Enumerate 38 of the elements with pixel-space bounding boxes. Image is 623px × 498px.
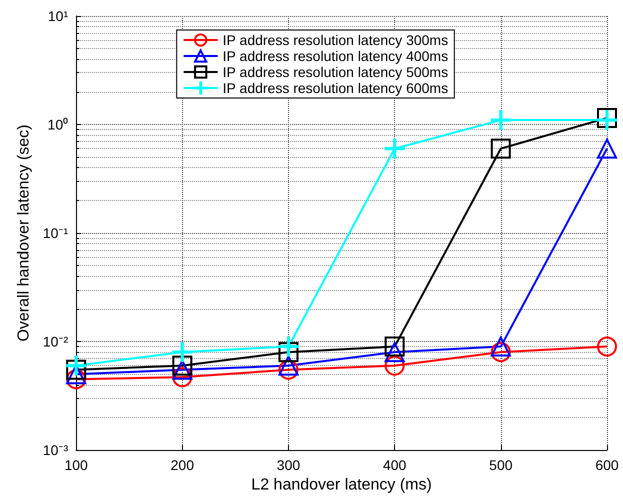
point <box>490 342 511 362</box>
point <box>597 138 617 159</box>
y-axis-title: Overall handover latency (sec) <box>16 124 32 342</box>
point <box>490 110 511 130</box>
legend-label: IP address resolution latency 600ms <box>222 80 448 96</box>
point <box>66 356 86 376</box>
x-tick-label: 500 <box>489 457 513 474</box>
y-tick-label: 10⁻¹ <box>42 225 68 242</box>
y-tick-label: 10⁰ <box>48 116 68 133</box>
x-tick-label: 600 <box>595 457 619 474</box>
point <box>384 138 405 159</box>
x-axis-title: L2 handover latency (ms) <box>251 476 432 494</box>
point <box>384 342 405 362</box>
point <box>278 342 298 362</box>
point <box>278 356 298 376</box>
point <box>172 356 192 376</box>
y-tick-label: 10⁻² <box>42 334 68 350</box>
point <box>172 367 192 388</box>
x-tick-label: 200 <box>170 457 194 474</box>
point <box>490 138 511 159</box>
legend-label: IP address resolution latency 300ms <box>222 32 448 48</box>
point <box>172 360 192 380</box>
point <box>384 356 405 376</box>
legend-label: IP address resolution latency 400ms <box>222 48 448 64</box>
point <box>278 360 298 380</box>
point <box>597 336 617 357</box>
x-tick-label: 100 <box>64 457 88 474</box>
point <box>384 336 405 357</box>
x-tick-label: 300 <box>276 457 300 474</box>
x-tick-label: 400 <box>382 457 407 474</box>
point <box>490 336 511 357</box>
point <box>66 369 86 390</box>
legend-label: IP address resolution latency 500ms <box>222 64 448 80</box>
point <box>172 342 192 362</box>
point <box>278 336 298 357</box>
y-tick-label: 10¹ <box>48 8 68 24</box>
point <box>66 360 86 380</box>
y-tick-label: 10⁻³ <box>42 442 68 458</box>
